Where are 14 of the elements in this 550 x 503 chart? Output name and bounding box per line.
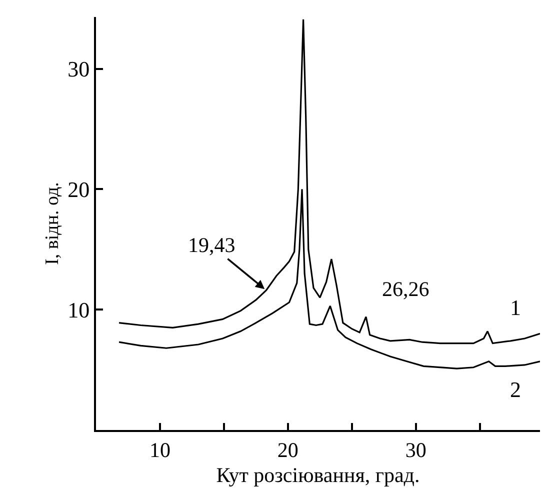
y-axis-title: I, відн. од. [42,182,63,265]
x-tick-label: 10 [149,438,170,462]
y-tick-label: 20 [68,176,90,202]
y-tick-label: 10 [68,297,90,322]
x-tick-label: 30 [405,438,426,462]
x-axis-title: Кут розсіювання, град. [216,462,420,487]
y-tick-label: 30 [68,56,90,82]
annotation: 26,26 [382,277,430,301]
x-tick-label: 20 [277,438,298,462]
series-label: 2 [510,377,521,402]
line-series [118,18,540,344]
line-series [118,188,540,370]
annotation: 19,43 [188,233,236,257]
series-label: 1 [510,295,521,320]
